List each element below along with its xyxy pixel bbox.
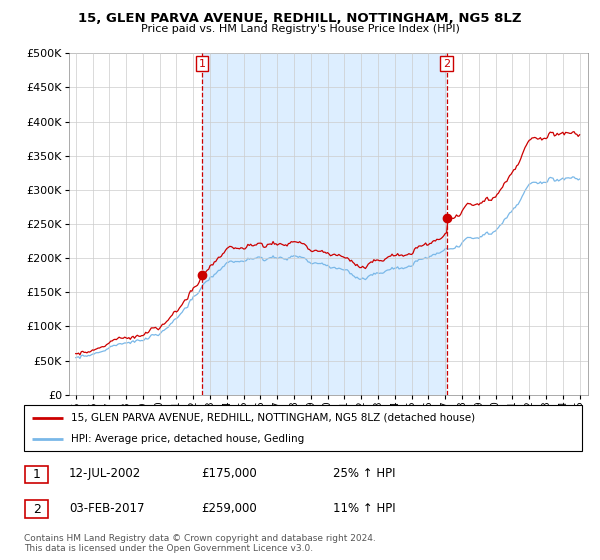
Text: Contains HM Land Registry data © Crown copyright and database right 2024.
This d: Contains HM Land Registry data © Crown c… [24, 534, 376, 553]
Text: 11% ↑ HPI: 11% ↑ HPI [333, 502, 395, 515]
Text: 1: 1 [199, 59, 206, 69]
Text: 03-FEB-2017: 03-FEB-2017 [69, 502, 145, 515]
Bar [202, 53, 447, 395]
Text: £259,000: £259,000 [201, 502, 257, 515]
Text: 12-JUL-2002: 12-JUL-2002 [69, 467, 141, 480]
Text: £175,000: £175,000 [201, 467, 257, 480]
Text: 15, GLEN PARVA AVENUE, REDHILL, NOTTINGHAM, NG5 8LZ: 15, GLEN PARVA AVENUE, REDHILL, NOTTINGH… [78, 12, 522, 25]
Text: 2: 2 [443, 59, 451, 69]
Text: Price paid vs. HM Land Registry's House Price Index (HPI): Price paid vs. HM Land Registry's House … [140, 24, 460, 34]
Text: 25% ↑ HPI: 25% ↑ HPI [333, 467, 395, 480]
Text: HPI: Average price, detached house, Gedling: HPI: Average price, detached house, Gedl… [71, 435, 305, 444]
Text: 2: 2 [32, 502, 41, 516]
Text: 1: 1 [32, 468, 41, 481]
Text: 15, GLEN PARVA AVENUE, REDHILL, NOTTINGHAM, NG5 8LZ (detached house): 15, GLEN PARVA AVENUE, REDHILL, NOTTINGH… [71, 413, 476, 423]
